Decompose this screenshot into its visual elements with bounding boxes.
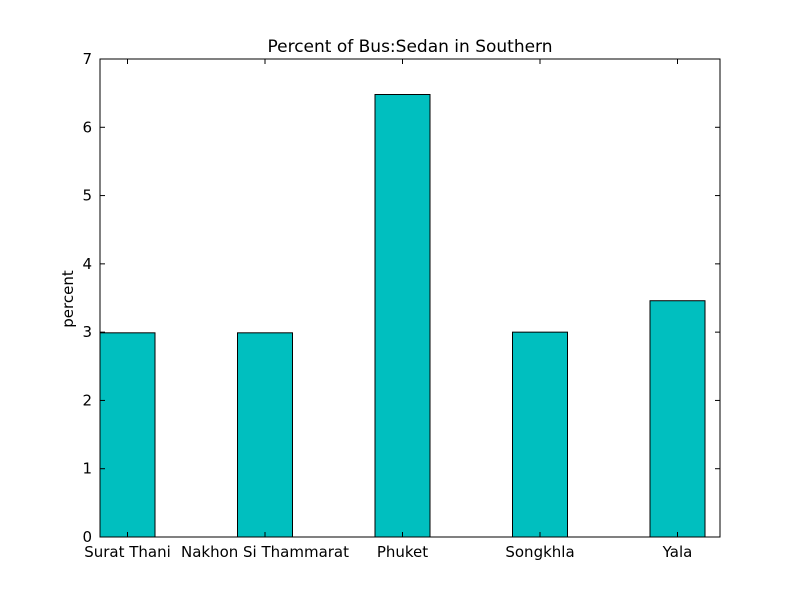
y-tick-label: 6	[82, 118, 92, 136]
bar-surat-thani	[99, 332, 156, 538]
y-axis-label: percent	[59, 270, 77, 328]
y-tick-label: 4	[82, 255, 92, 273]
y-tick-label: 7	[82, 50, 92, 68]
x-tick-label: Songkhla	[505, 543, 574, 561]
ticks-layer: Surat Thani Nakhon Si Thammarat Phuket Song…	[82, 50, 720, 561]
x-tick-label: Yala	[662, 543, 693, 561]
x-tick-label: Nakhon Si Thammarat	[181, 543, 349, 561]
bar-songkhla	[512, 331, 568, 538]
y-tick-label: 3	[82, 323, 92, 341]
plot-frame	[99, 58, 721, 538]
bars-layer	[99, 94, 706, 538]
bar-yala	[649, 300, 706, 538]
x-tick-label: Surat Thani	[84, 543, 171, 561]
y-tick-label: 5	[82, 187, 92, 205]
y-tick-label: 1	[82, 460, 92, 478]
bar-phuket	[374, 94, 431, 538]
y-tick-label: 0	[82, 528, 92, 546]
chart-title: Percent of Bus:Sedan in Southern	[267, 37, 552, 57]
x-tick-label: Phuket	[377, 543, 428, 561]
bar-nakhon-si-thammarat	[237, 332, 293, 538]
y-tick-label: 2	[82, 391, 92, 409]
